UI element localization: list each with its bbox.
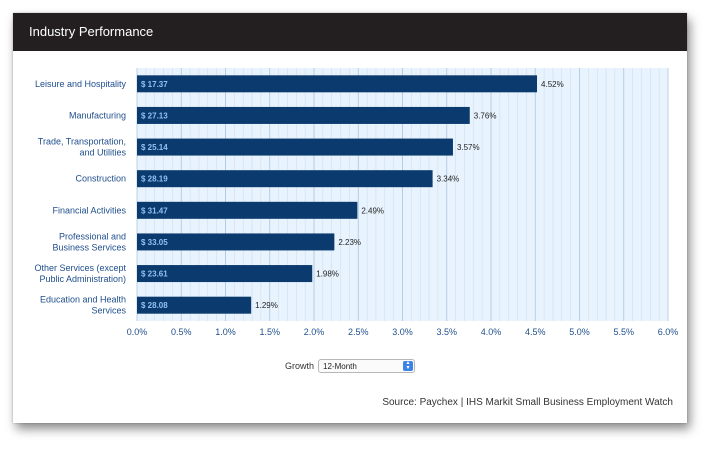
y-tick-label: and Utilities (79, 148, 126, 158)
x-tick-label: 4.0% (481, 327, 502, 337)
bar-inner-label: $ 17.37 (141, 80, 168, 89)
period-select[interactable]: 12-Month ▴ ▾ (318, 359, 416, 373)
x-tick-label: 1.5% (259, 327, 280, 337)
x-tick-label: 1.0% (215, 327, 236, 337)
y-tick-label: Manufacturing (69, 110, 126, 120)
x-tick-label: 5.5% (613, 327, 634, 337)
bar (137, 201, 358, 219)
x-tick-label: 5.0% (569, 327, 590, 337)
y-tick-label: Trade, Transportation, (38, 137, 126, 147)
y-tick-label: Leisure and Hospitality (35, 79, 127, 89)
bar (137, 170, 433, 188)
card-header: Industry Performance (13, 13, 687, 51)
x-tick-label: 6.0% (658, 327, 679, 337)
bar-chart: 0.0% 0.5% 1.0% 1.5% 2.0% 2.5% 3.0% 3.5% 4.0% 4.5%… (34, 68, 679, 337)
y-tick-label: Professional and (59, 231, 126, 241)
bar-inner-label: $ 31.47 (141, 206, 168, 215)
bar-inner-label: $ 23.61 (141, 270, 168, 279)
bar (137, 233, 335, 251)
data-label: 1.29% (255, 301, 278, 310)
bar-inner-label: $ 25.14 (141, 143, 168, 152)
bar-inner-label: $ 27.13 (141, 111, 168, 120)
y-tick-label: Other Services (except (34, 263, 126, 273)
bar-inner-label: $ 33.05 (141, 238, 168, 247)
growth-label: Growth (285, 361, 315, 371)
x-tick-label: 0.0% (127, 327, 148, 337)
bar (137, 75, 538, 93)
chevron-updown-icon: ▴ ▾ (403, 360, 414, 371)
x-tick-label: 0.5% (171, 327, 192, 337)
y-tick-label: Financial Activities (52, 205, 126, 215)
data-label: 2.23% (338, 238, 361, 247)
data-label: 3.57% (457, 143, 480, 152)
x-tick-label: 4.5% (525, 327, 546, 337)
data-label: 1.98% (316, 270, 339, 279)
y-tick-label: Services (91, 306, 126, 316)
industry-performance-card: Industry Performance 0.0% 0.5% 1.0% 1.5% 2.0… (13, 13, 687, 423)
data-label: 3.76% (474, 111, 497, 120)
growth-control: Growth 12-Month ▴ ▾ (285, 358, 416, 374)
y-tick-label: Public Administration) (39, 274, 126, 284)
bar-inner-label: $ 28.19 (141, 175, 168, 184)
source-note: Source: Paychex | IHS Markit Small Busin… (382, 397, 673, 408)
y-tick-label: Education and Health (40, 295, 126, 305)
bar (137, 265, 313, 283)
data-label: 2.49% (361, 206, 384, 215)
bar (137, 296, 252, 314)
x-tick-label: 3.5% (436, 327, 457, 337)
bar (137, 106, 470, 124)
x-tick-label: 2.5% (348, 327, 369, 337)
data-label: 4.52% (541, 80, 564, 89)
period-select-value: 12-Month (323, 362, 357, 371)
y-tick-label: Construction (75, 174, 126, 184)
y-tick-label: Business Services (52, 242, 126, 252)
data-label: 3.34% (437, 175, 460, 184)
card-title: Industry Performance (29, 24, 154, 39)
x-tick-label: 3.0% (392, 327, 413, 337)
bar (137, 138, 453, 156)
x-tick-label: 2.0% (304, 327, 325, 337)
bar-inner-label: $ 28.08 (141, 301, 168, 310)
